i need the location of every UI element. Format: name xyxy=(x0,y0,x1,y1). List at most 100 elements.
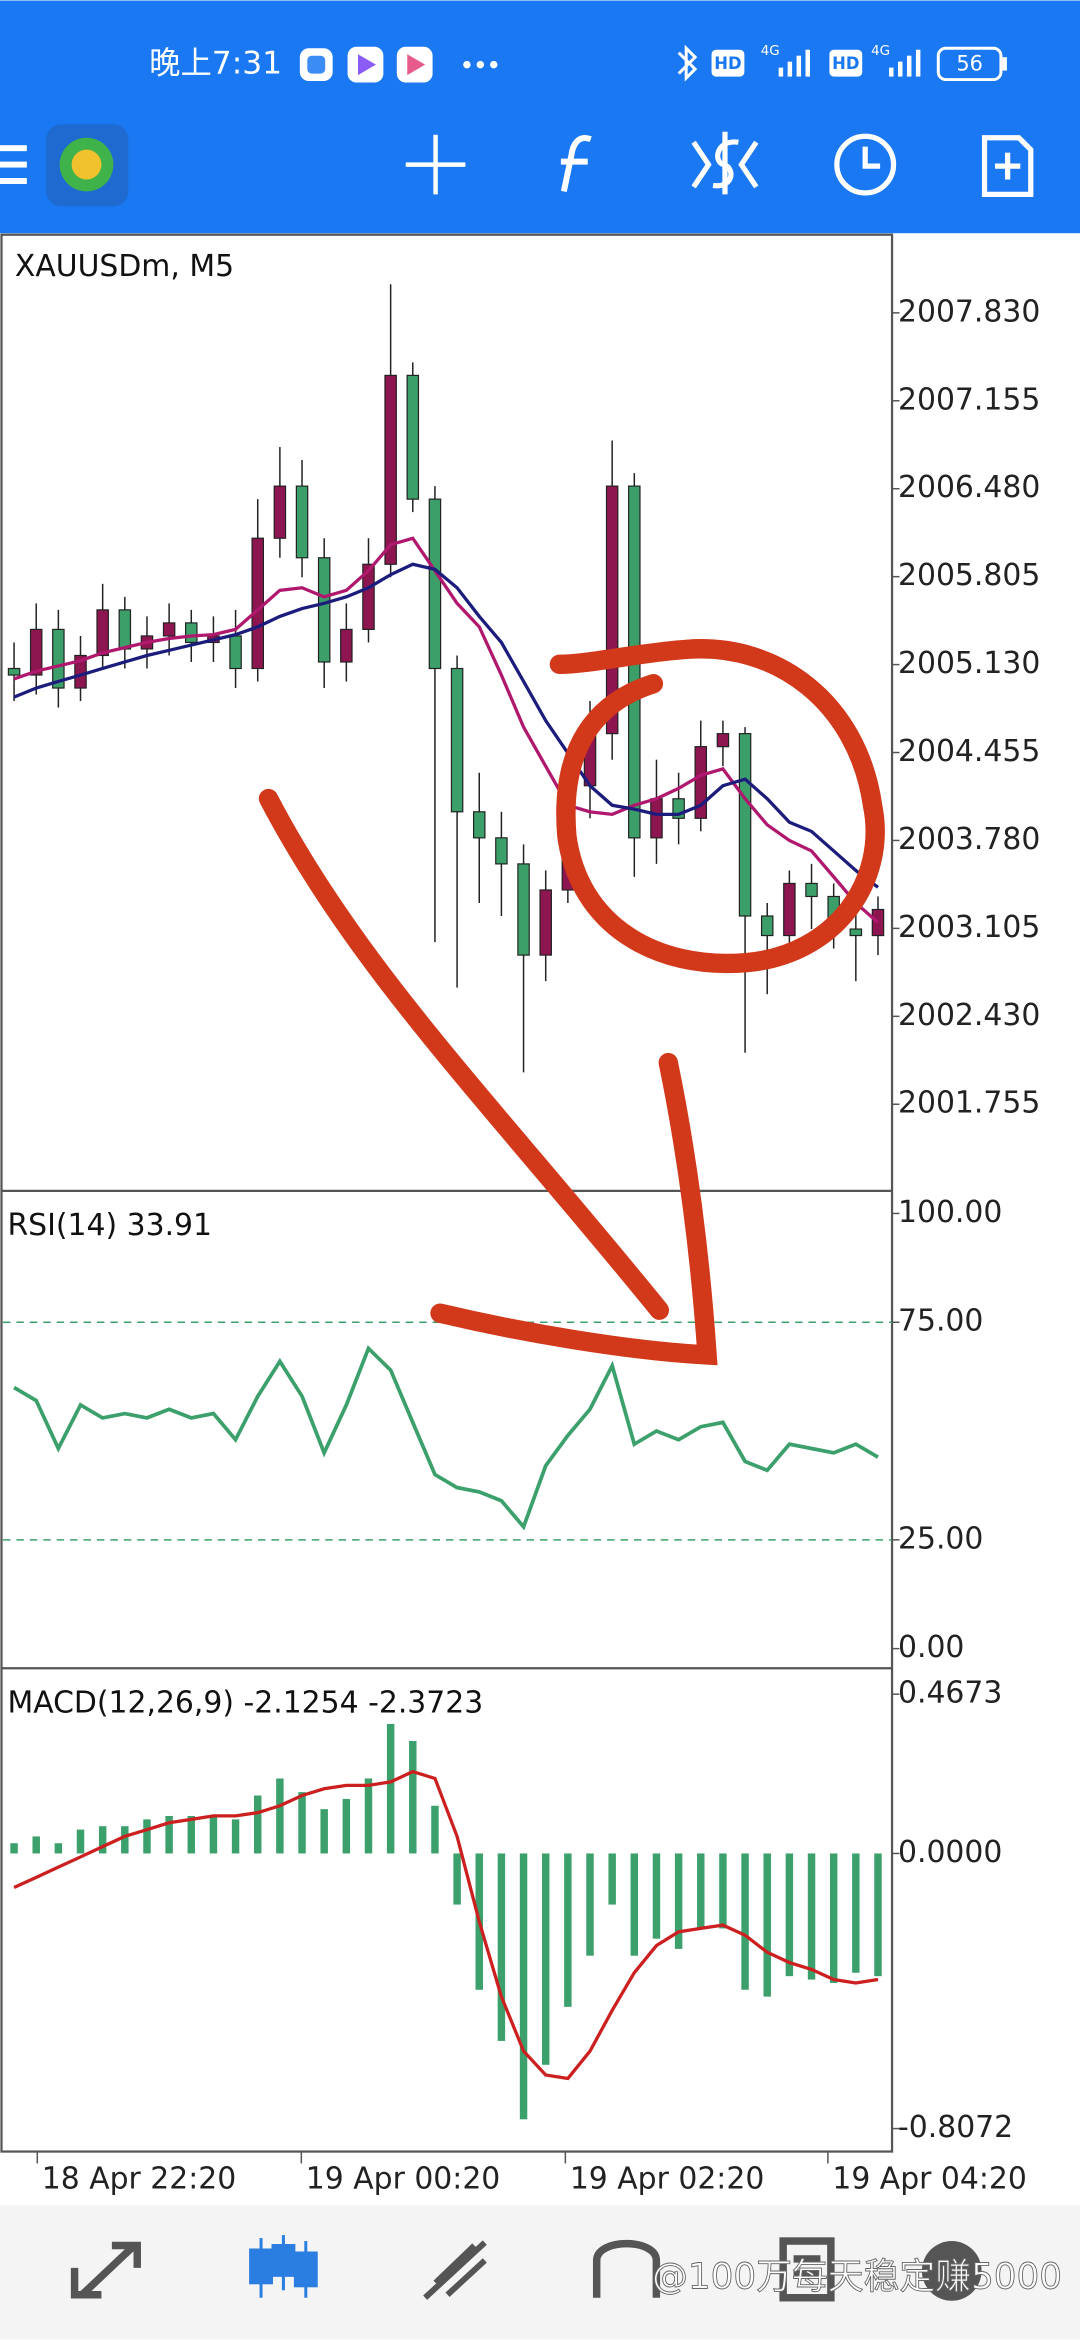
candle-body xyxy=(472,811,486,839)
signal-icon xyxy=(889,49,921,77)
histogram-bar xyxy=(608,1853,616,1905)
candle-body xyxy=(96,609,109,657)
app-logo[interactable] xyxy=(46,124,129,207)
y-tick-label: 2005.805 xyxy=(898,558,1040,593)
candle-body xyxy=(672,798,685,819)
trade-tab[interactable] xyxy=(423,2240,487,2300)
trade-button[interactable] xyxy=(691,131,759,195)
histogram-bar xyxy=(652,1853,661,1939)
candle-body xyxy=(517,863,530,956)
signal-icon xyxy=(778,49,810,77)
history-tab[interactable] xyxy=(592,2240,661,2298)
clock: 晚上7:31 xyxy=(149,46,282,82)
crosshair-button[interactable] xyxy=(405,134,466,195)
histogram-bar xyxy=(829,1853,838,1983)
histogram-bar xyxy=(386,1723,395,1854)
histogram-bar xyxy=(852,1853,860,1973)
hd-label: HD xyxy=(714,54,741,73)
x-tick-label: 19 Apr 04:20 xyxy=(832,2161,1026,2196)
histogram-bar xyxy=(187,1815,196,1854)
histogram-bar xyxy=(320,1809,328,1854)
candle-body xyxy=(450,667,464,813)
y-tick-label: 2005.130 xyxy=(898,646,1040,681)
y-tick-label: 2004.455 xyxy=(898,734,1040,769)
histogram-bar xyxy=(276,1778,284,1854)
menu-button[interactable] xyxy=(0,145,27,184)
candle-body xyxy=(185,622,198,644)
candle-body xyxy=(805,882,818,898)
panel-title: RSI(14) 33.91 xyxy=(7,1208,212,1243)
candle-body xyxy=(428,498,442,670)
new-order-button[interactable] xyxy=(981,135,1034,198)
histogram-bar xyxy=(98,1826,107,1854)
panel-frames xyxy=(0,233,894,2153)
candle-body xyxy=(362,563,375,631)
x-tick-label: 18 Apr 22:20 xyxy=(42,2161,236,2196)
histogram-bar xyxy=(143,1819,151,1854)
candle-body xyxy=(273,485,287,539)
histogram-bar xyxy=(165,1815,173,1854)
candle-body xyxy=(52,628,65,689)
candle-body xyxy=(783,882,796,937)
indicators-button[interactable] xyxy=(560,135,592,193)
y-tick-label: 0.4673 xyxy=(898,1676,1002,1711)
histogram-bar xyxy=(453,1853,461,1905)
histogram-bar xyxy=(541,1853,550,2065)
histogram-bar xyxy=(874,1853,882,1977)
y-tick-label: 2001.755 xyxy=(898,1086,1040,1121)
candle-body xyxy=(7,667,21,676)
news-tab[interactable] xyxy=(779,2237,835,2302)
candle-body xyxy=(295,485,309,559)
y-tick-label: 2002.430 xyxy=(898,998,1040,1033)
candle-body xyxy=(118,609,132,650)
histogram-bar xyxy=(32,1836,40,1854)
panel-title: XAUUSDm, M5 xyxy=(15,249,234,284)
y-tick-label: 2006.480 xyxy=(898,470,1040,505)
battery xyxy=(936,46,1003,82)
x-tick-label: 19 Apr 00:20 xyxy=(306,2161,500,2196)
more-dots xyxy=(463,60,498,69)
chart-tab[interactable] xyxy=(249,2235,318,2298)
y-tick-label: 2007.830 xyxy=(898,294,1040,329)
candle-body xyxy=(317,557,331,663)
candle-body xyxy=(849,928,863,937)
histogram-bar xyxy=(121,1826,129,1854)
y-tick-label: 0.00 xyxy=(898,1630,964,1665)
network-label: 4G xyxy=(871,44,890,59)
header xyxy=(0,0,1080,234)
notif-icon xyxy=(358,54,376,76)
candle-body xyxy=(716,733,730,748)
hd-label: HD xyxy=(832,54,859,73)
messages-tab[interactable] xyxy=(921,2241,982,2301)
candle-body xyxy=(650,798,663,839)
histogram-bar xyxy=(630,1853,639,1956)
histogram-bar xyxy=(10,1843,18,1854)
notif-icon xyxy=(307,55,326,74)
quotes-tab[interactable] xyxy=(70,2241,141,2299)
hd-badge xyxy=(711,49,745,77)
histogram-bar xyxy=(674,1853,683,1949)
candle-body xyxy=(539,889,552,956)
watermark: @100万每天稳定赚5000 xyxy=(652,2256,1062,2297)
histogram-bar xyxy=(785,1853,794,1977)
timeframe-button[interactable] xyxy=(834,133,897,196)
candle-body xyxy=(738,733,752,917)
y-tick-label: 0.0000 xyxy=(898,1835,1002,1870)
histogram-bar xyxy=(719,1853,727,1929)
y-tick-label: 75.00 xyxy=(898,1304,983,1339)
candle-body xyxy=(605,485,619,735)
y-tick-label: -0.8072 xyxy=(898,2110,1013,2145)
candle-body xyxy=(384,374,397,565)
candle-body xyxy=(251,537,264,670)
histogram-bar xyxy=(586,1853,594,1956)
indicator-line xyxy=(13,1769,879,2081)
histogram-bar xyxy=(364,1778,373,1854)
notif-icon xyxy=(407,54,426,76)
histogram-bar xyxy=(697,1853,705,1929)
y-tick-label: 25.00 xyxy=(898,1521,983,1556)
histogram-bar xyxy=(342,1798,351,1854)
candle-body xyxy=(29,628,43,676)
histogram-bar xyxy=(209,1815,218,1854)
y-tick-label: 2003.780 xyxy=(898,822,1040,857)
